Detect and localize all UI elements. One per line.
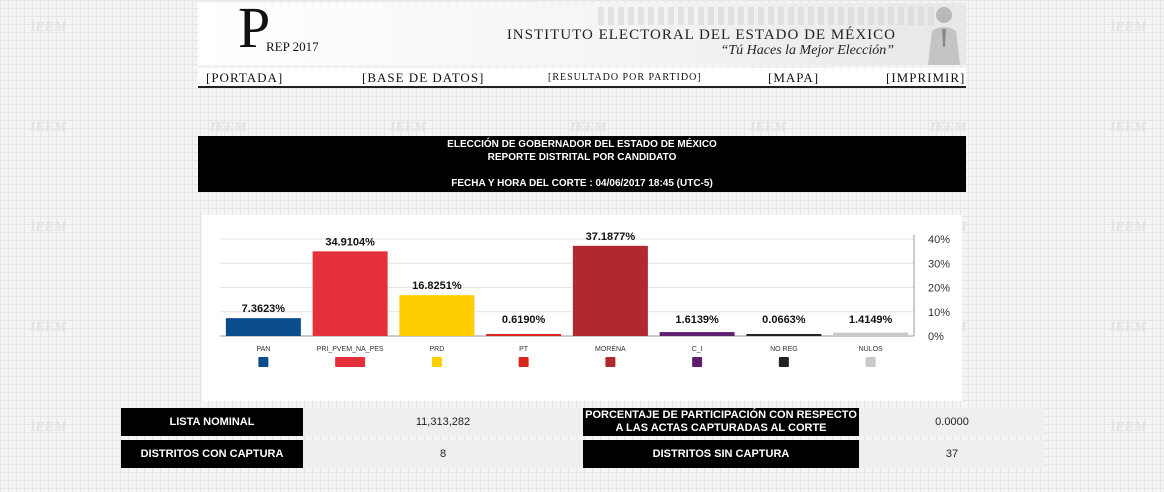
bar-morena — [572, 245, 648, 336]
data-label: 7.3623% — [242, 303, 286, 315]
prep-logo-letter: P — [238, 3, 271, 60]
distritos-con-captura-label: DISTRITOS CON CAPTURA — [121, 440, 303, 468]
ieem-watermark: IEEM — [30, 20, 67, 35]
participacion-label-line: A LAS ACTAS CAPTURADAS AL CORTE — [615, 422, 827, 434]
x-tick-label: PT — [519, 346, 529, 353]
party-logo-icon — [778, 357, 789, 367]
party-logo-icon — [605, 357, 616, 367]
ieem-watermark: IEEM — [1110, 20, 1147, 35]
data-label: 0.6190% — [502, 314, 546, 326]
nav-imprimir-link[interactable]: [IMPRIMIR] — [886, 70, 966, 85]
bar-pan — [225, 318, 301, 336]
bar-nulos — [833, 332, 909, 336]
data-label: 16.8251% — [412, 280, 462, 292]
results-bar-chart: 0% 10% 20% 30% 40% 7.3623% PAN 34.9104% PRI_PVEM… — [220, 231, 950, 367]
nav-resultado-partido-link[interactable]: [RESULTADO POR PARTIDO] — [548, 72, 702, 83]
bar-no-reg — [746, 334, 822, 336]
participacion-value: 0.0000 — [859, 408, 1045, 436]
x-tick-label: PRD — [429, 346, 444, 353]
ieem-watermark: IEEM — [30, 420, 67, 435]
lista-nominal-label: LISTA NOMINAL — [121, 408, 303, 436]
y-tick-label: 10% — [928, 307, 950, 319]
party-logo-icon — [258, 357, 269, 367]
header-banner: P REP 2017 INSTITUTO ELECTORAL DEL ESTAD… — [198, 3, 966, 65]
participacion-label: PORCENTAJE DE PARTICIPACIÓN CON RESPECTO… — [583, 408, 859, 436]
party-logo-icon — [431, 357, 442, 367]
nav-portada-link[interactable]: [PORTADA] — [206, 70, 284, 85]
y-tick-label: 30% — [928, 258, 950, 270]
bar-pri-pvem-na-pes — [312, 251, 388, 336]
ieem-watermark: IEEM — [30, 220, 67, 235]
banner-decoration — [598, 7, 938, 25]
report-title-line: ELECCIÓN DE GOBERNADOR DEL ESTADO DE MÉX… — [447, 139, 717, 150]
ieem-watermark: IEEM — [1110, 320, 1147, 335]
party-logo-icon — [692, 357, 703, 367]
nav-base-datos-link[interactable]: [BASE DE DATOS] — [362, 70, 485, 85]
distritos-con-captura-value: 8 — [303, 440, 583, 468]
ieem-watermark: IEEM — [30, 120, 67, 135]
ieem-watermark: IEEM — [930, 120, 967, 135]
data-label: 37.1877% — [586, 231, 636, 243]
party-logo-icon — [335, 357, 366, 367]
x-tick-label: MORENA — [595, 346, 626, 353]
report-title-box: ELECCIÓN DE GOBERNADOR DEL ESTADO DE MÉX… — [198, 136, 966, 192]
main-nav: [PORTADA] [BASE DE DATOS] [RESULTADO POR… — [198, 68, 966, 88]
ieem-watermark: IEEM — [1110, 220, 1147, 235]
ieem-watermark: IEEM — [210, 120, 247, 135]
report-cutoff-time: FECHA Y HORA DEL CORTE : 04/06/2017 18:4… — [451, 178, 713, 189]
data-label: 1.6139% — [675, 314, 719, 326]
data-label: 34.9104% — [325, 236, 375, 248]
x-tick-label: PRI_PVEM_NA_PES — [317, 346, 384, 353]
data-label: 1.4149% — [849, 314, 893, 326]
nav-mapa-link[interactable]: [MAPA] — [768, 70, 820, 85]
y-tick-label: 0% — [928, 331, 944, 343]
institute-slogan: “Tú Haces la Mejor Elección” — [720, 43, 894, 58]
ieem-watermark: IEEM — [1110, 120, 1147, 135]
x-tick-label: NULOS — [859, 346, 883, 353]
party-logo-icon — [518, 357, 529, 367]
lista-nominal-value: 11,313,282 — [303, 408, 583, 436]
ieem-watermark: IEEM — [1110, 420, 1147, 435]
prep-logo-text: REP 2017 — [266, 39, 319, 54]
y-tick-label: 20% — [928, 283, 950, 295]
bar-c-i — [659, 332, 735, 336]
data-label: 0.0663% — [762, 314, 806, 326]
person-silhouette-icon — [928, 7, 960, 65]
institute-name: INSTITUTO ELECTORAL DEL ESTADO DE MÉXICO — [506, 27, 896, 43]
bar-prd — [399, 295, 475, 336]
ieem-watermark: IEEM — [30, 320, 67, 335]
ieem-watermark: IEEM — [390, 120, 427, 135]
party-logo-icon — [865, 357, 876, 367]
distritos-sin-captura-label: DISTRITOS SIN CAPTURA — [583, 440, 859, 468]
distritos-sin-captura-value: 37 — [859, 440, 1045, 468]
results-chart-panel: 0% 10% 20% 30% 40% 7.3623% PAN 34.9104% PRI_PVEM… — [202, 215, 962, 401]
ieem-watermark: IEEM — [570, 120, 607, 135]
participacion-label-line: PORCENTAJE DE PARTICIPACIÓN CON RESPECTO — [585, 409, 857, 421]
bar-pt — [486, 334, 562, 336]
report-subtitle-line: REPORTE DISTRITAL POR CANDIDATO — [487, 152, 677, 163]
x-tick-label: PAN — [256, 346, 270, 353]
x-tick-label: C_I — [692, 346, 703, 353]
y-tick-label: 40% — [928, 234, 950, 246]
x-tick-label: NO REG — [770, 346, 798, 353]
ieem-watermark: IEEM — [750, 120, 787, 135]
